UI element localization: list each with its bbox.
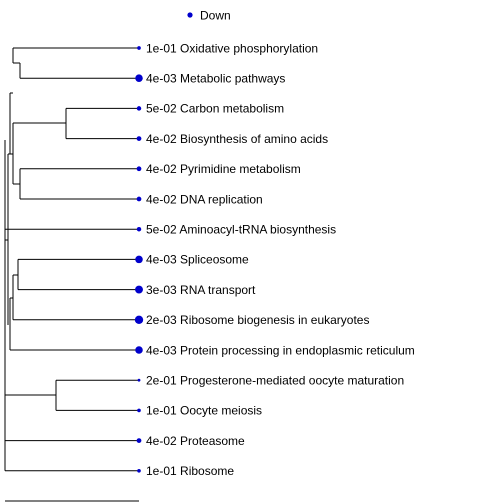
- tree-leaf: 1e-01 Oocyte meiosis: [137, 404, 262, 418]
- leaf-label: 2e-01 Progesterone-mediated oocyte matur…: [146, 374, 404, 388]
- tree-leaf: 1e-01 Oxidative phosphorylation: [137, 41, 318, 55]
- tree-leaf: 4e-03 Spliceosome: [135, 253, 249, 267]
- leaf-point: [135, 286, 143, 294]
- tree-leaf: 5e-02 Carbon metabolism: [137, 102, 284, 116]
- leaf-label: 5e-02 Carbon metabolism: [146, 102, 284, 116]
- tree-leaf: 4e-03 Protein processing in endoplasmic …: [135, 343, 415, 357]
- tree-leaf: 4e-02 Proteasome: [137, 434, 245, 448]
- legend: Down: [187, 9, 230, 23]
- leaf-label: 4e-02 Biosynthesis of amino acids: [146, 132, 328, 146]
- leaf-point: [135, 316, 143, 324]
- leaf-label: 4e-02 Proteasome: [146, 434, 245, 448]
- leaf-point: [137, 166, 142, 171]
- leaf-point: [135, 256, 143, 264]
- tree-leaf: 4e-02 Biosynthesis of amino acids: [137, 132, 328, 146]
- leaf-label: 4e-02 Pyrimidine metabolism: [146, 162, 301, 176]
- leaf-point: [137, 438, 142, 443]
- leaf-point: [137, 136, 142, 141]
- leaf-point: [137, 409, 141, 413]
- tree-leaf: 3e-03 RNA transport: [135, 283, 256, 297]
- tree-leaf: 5e-02 Aminoacyl-tRNA biosynthesis: [137, 223, 336, 237]
- leaf-label: 2e-03 Ribosome biogenesis in eukaryotes: [146, 313, 369, 327]
- tree-branches: [5, 48, 139, 471]
- legend-label: Down: [200, 9, 231, 23]
- legend-dot: [187, 12, 192, 17]
- leaf-label: 1e-01 Ribosome: [146, 464, 234, 478]
- leaf-label: 4e-02 DNA replication: [146, 192, 263, 206]
- leaf-point: [137, 469, 141, 473]
- leaf-point: [135, 346, 143, 354]
- leaf-point: [137, 46, 141, 50]
- tree-leaves: 1e-01 Oxidative phosphorylation 4e-03 Met…: [135, 41, 415, 478]
- leaf-label: 4e-03 Spliceosome: [146, 253, 249, 267]
- leaf-label: 4e-03 Metabolic pathways: [146, 72, 285, 86]
- leaf-point: [137, 227, 141, 231]
- tree-leaf: 2e-01 Progesterone-mediated oocyte matur…: [138, 374, 405, 388]
- tree-leaf: 4e-02 Pyrimidine metabolism: [137, 162, 301, 176]
- leaf-label: 4e-03 Protein processing in endoplasmic …: [146, 343, 415, 357]
- leaf-label: 3e-03 RNA transport: [146, 283, 256, 297]
- leaf-label: 1e-01 Oxidative phosphorylation: [146, 41, 318, 55]
- tree-leaf: 4e-03 Metabolic pathways: [135, 72, 285, 86]
- leaf-label: 5e-02 Aminoacyl-tRNA biosynthesis: [146, 223, 336, 237]
- leaf-point: [137, 106, 141, 110]
- leaf-point: [137, 197, 142, 202]
- tree-leaf: 1e-01 Ribosome: [137, 464, 234, 478]
- leaf-point: [135, 74, 143, 82]
- leaf-label: 1e-01 Oocyte meiosis: [146, 404, 262, 418]
- tree-leaf: 2e-03 Ribosome biogenesis in eukaryotes: [135, 313, 370, 327]
- tree-leaf: 4e-02 DNA replication: [137, 192, 263, 206]
- leaf-point: [138, 379, 141, 382]
